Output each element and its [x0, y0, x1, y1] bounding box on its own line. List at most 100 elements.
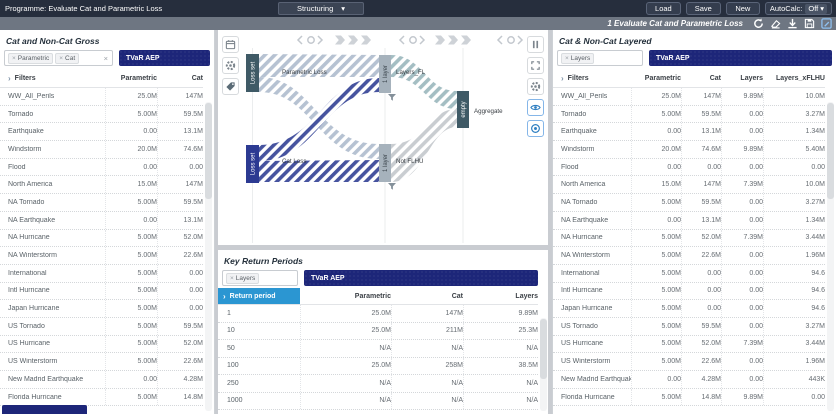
- header-first-column[interactable]: › Return period: [218, 288, 300, 304]
- header-column[interactable]: Layers_xFLHU: [775, 75, 825, 82]
- table-row[interactable]: 250 N/A N/A N/A: [218, 375, 538, 393]
- header-column[interactable]: Layers: [515, 292, 538, 300]
- filter-tag-chip[interactable]: × Layers: [226, 272, 260, 284]
- flow-layers-to-aggregate[interactable]: [391, 55, 457, 109]
- table-row[interactable]: Earthquake 0.00 13.1M 0.00 1.34M: [553, 123, 825, 142]
- node-empty[interactable]: [457, 91, 469, 128]
- table-row[interactable]: Intl Hurricane 5.00M 0.00: [0, 282, 203, 301]
- filter-tag-chip[interactable]: × Parametric: [8, 52, 54, 64]
- edit-notes-icon[interactable]: [821, 18, 832, 29]
- remove-tag-icon[interactable]: ×: [59, 54, 64, 62]
- table-row[interactable]: Tornado 5.00M 59.5M: [0, 105, 203, 124]
- header-column[interactable]: Cat: [709, 75, 721, 82]
- header-column[interactable]: Parametric: [644, 75, 681, 82]
- header-first-column[interactable]: › Filters: [8, 74, 105, 83]
- table-row[interactable]: Earthquake 0.00 13.1M: [0, 123, 203, 142]
- table-row[interactable]: NA Winterstorm 5.00M 22.6M: [0, 247, 203, 265]
- table-row[interactable]: 50 N/A N/A N/A: [218, 340, 538, 358]
- expand-chevron-icon[interactable]: ›: [8, 74, 11, 83]
- table-row[interactable]: NA Tornado 5.00M 59.5M: [0, 194, 203, 212]
- header-column[interactable]: Cat: [191, 75, 203, 82]
- key-tag-filter-input[interactable]: × Layers: [222, 270, 298, 286]
- header-column[interactable]: Cat: [451, 292, 463, 300]
- table-row[interactable]: North America 15.0M 147M: [0, 176, 203, 195]
- flow-cat-loss[interactable]: [259, 160, 379, 182]
- gross-tag-filter-input[interactable]: × Parametric × Cat ×: [4, 50, 113, 66]
- header-column[interactable]: Layers: [740, 75, 763, 82]
- save-file-icon[interactable]: [804, 18, 815, 29]
- structure-sankey[interactable]: Loss set 1 layer empty Loss set 1 layer …: [218, 30, 548, 245]
- download-icon[interactable]: [787, 18, 798, 29]
- expand-chevron-icon[interactable]: ›: [561, 74, 564, 83]
- table-row[interactable]: Florida Hurricane 5.00M 14.8M: [0, 388, 203, 407]
- filter-tag-chip[interactable]: × Layers: [561, 52, 595, 64]
- filter-tag-chip[interactable]: × Cat: [55, 52, 80, 64]
- layered-scrollbar[interactable]: [827, 102, 834, 411]
- diagram-pager-controls[interactable]: [296, 35, 524, 45]
- eraser-icon[interactable]: [770, 18, 781, 29]
- table-row[interactable]: Flood 0.00 0.00 0.00 0.00: [553, 158, 825, 177]
- table-row[interactable]: NA Hurricane 5.00M 52.0M: [0, 229, 203, 248]
- table-row[interactable]: Windstorm 20.0M 74.6M: [0, 141, 203, 159]
- header-first-column[interactable]: › Filters: [561, 74, 631, 83]
- table-row[interactable]: 10 25.0M 211M 25.3M: [218, 322, 538, 340]
- remove-tag-icon[interactable]: ×: [565, 54, 569, 62]
- flow-notflhu-to-aggregate[interactable]: [391, 109, 457, 182]
- visibility-eye-icon[interactable]: [527, 99, 544, 116]
- new-button[interactable]: New: [725, 2, 760, 15]
- table-row[interactable]: Japan Hurricane 5.00M 0.00 0.00 94.6: [553, 300, 825, 318]
- table-row[interactable]: US Tornado 5.00M 59.5M 0.00 3.27M: [553, 317, 825, 336]
- table-row[interactable]: Florida Hurricane 5.00M 14.8M 9.89M 0.00: [553, 388, 825, 407]
- node-loss-set-top[interactable]: [246, 54, 259, 92]
- save-button[interactable]: Save: [685, 2, 721, 15]
- recenter-icon[interactable]: [527, 120, 544, 137]
- table-row[interactable]: Tornado 5.00M 59.5M 0.00 3.27M: [553, 105, 825, 124]
- table-row[interactable]: NA Tornado 5.00M 59.5M 0.00 3.27M: [553, 194, 825, 212]
- node-loss-set-bottom[interactable]: [246, 145, 259, 183]
- remove-tag-icon[interactable]: ×: [230, 274, 234, 282]
- table-row[interactable]: 1000 N/A N/A N/A: [218, 392, 538, 410]
- table-row[interactable]: NA Earthquake 0.00 13.1M 0.00 1.34M: [553, 211, 825, 230]
- remove-tag-icon[interactable]: ×: [12, 54, 16, 62]
- table-row[interactable]: US Winterstorm 5.00M 22.6M 0.00 1.96M: [553, 353, 825, 371]
- table-row[interactable]: 1 25.0M 147M 9.89M: [218, 305, 538, 323]
- table-row[interactable]: NA Hurricane 5.00M 52.0M 7.39M 3.44M: [553, 229, 825, 248]
- expand-chevron-icon[interactable]: ›: [223, 291, 226, 301]
- tags-icon[interactable]: [222, 78, 239, 95]
- flow-parametric-loss[interactable]: [259, 54, 379, 77]
- flow-cross-up[interactable]: [259, 78, 379, 161]
- table-row[interactable]: New Madrid Earthquake 0.00 4.28M: [0, 371, 203, 389]
- node-layer-bottom[interactable]: [379, 144, 391, 182]
- table-row[interactable]: 100 25.0M 258M 38.5M: [218, 357, 538, 375]
- table-row[interactable]: US Winterstorm 5.00M 22.6M: [0, 353, 203, 371]
- key-scrollbar[interactable]: [540, 318, 547, 411]
- key-metric-button[interactable]: TVaR AEP: [304, 270, 538, 286]
- refresh-icon[interactable]: [753, 18, 764, 29]
- header-column[interactable]: Parametric: [354, 292, 391, 300]
- expand-fullscreen-icon[interactable]: [527, 57, 544, 74]
- table-row[interactable]: WW_All_Perils 25.0M 147M: [0, 88, 203, 106]
- settings-gear-icon[interactable]: [222, 57, 239, 74]
- filter-funnel-icon[interactable]: [388, 94, 396, 190]
- table-row[interactable]: Flood 0.00 0.00: [0, 158, 203, 177]
- gross-metric-button[interactable]: TVaR AEP: [119, 50, 210, 66]
- clear-tags-icon[interactable]: ×: [103, 53, 108, 63]
- gross-scrollbar[interactable]: [205, 102, 212, 411]
- autocalc-toggle[interactable]: AutoCalc: Off ▾: [764, 2, 832, 15]
- table-row[interactable]: Windstorm 20.0M 74.6M 9.89M 5.40M: [553, 141, 825, 159]
- table-row[interactable]: North America 15.0M 147M 7.39M 10.0M: [553, 176, 825, 195]
- calendar-icon[interactable]: [222, 36, 239, 53]
- table-row[interactable]: International 5.00M 0.00: [0, 264, 203, 283]
- diagram-gear-icon[interactable]: [527, 78, 544, 95]
- table-row[interactable]: NA Earthquake 0.00 13.1M: [0, 211, 203, 230]
- table-row[interactable]: NA Winterstorm 5.00M 22.6M 0.00 1.96M: [553, 247, 825, 265]
- table-row[interactable]: US Hurricane 5.00M 52.0M: [0, 335, 203, 354]
- load-button[interactable]: Load: [646, 2, 681, 15]
- table-row[interactable]: International 5.00M 0.00 0.00 94.6: [553, 264, 825, 283]
- header-column[interactable]: Parametric: [120, 75, 157, 82]
- table-row[interactable]: Japan Hurricane 5.00M 0.00: [0, 300, 203, 318]
- layered-metric-button[interactable]: TVaR AEP: [649, 50, 832, 66]
- structuring-dropdown[interactable]: Structuring ▾: [278, 2, 364, 15]
- table-row[interactable]: US Hurricane 5.00M 52.0M 7.39M 3.44M: [553, 335, 825, 354]
- align-columns-icon[interactable]: [527, 36, 544, 53]
